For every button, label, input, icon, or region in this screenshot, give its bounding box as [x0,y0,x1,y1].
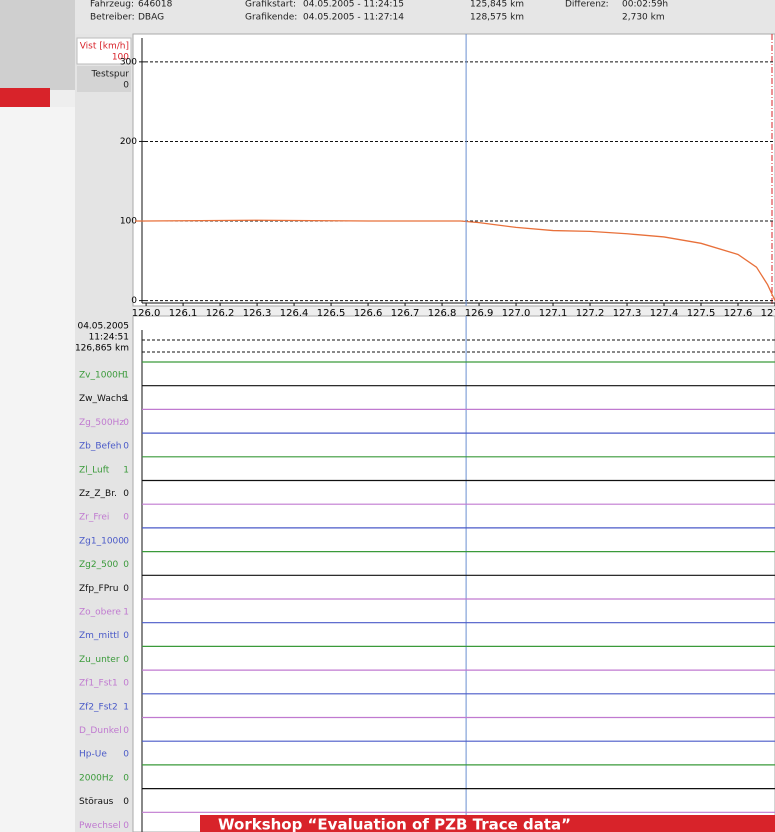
signal-name: Störaus [79,797,114,807]
header-text: 04.05.2005 - 11:27:14 [303,13,404,23]
signal-name: Zf1_Fst1 [79,679,118,689]
signal-value: 0 [123,536,129,546]
signal-name: 2000Hz [79,773,114,783]
signal-value: 0 [123,418,129,428]
header-text: 125,845 km [470,0,524,10]
signal-name: D_Dunkel [79,726,122,736]
signal-value: 0 [123,560,129,570]
cursor-date: 04.05.2005 [77,322,129,332]
signal-value: 1 [123,465,129,475]
x-tick-label: 126.6 [354,308,383,319]
header-bar [75,0,775,34]
signal-name: Hp-Ue [79,750,107,760]
cursor-km: 126,865 km [75,344,129,354]
x-tick-label: 126.7 [391,308,420,319]
header-text: Betreiber: [90,13,135,23]
caption: Workshop “Evaluation of PZB Trace data” [218,816,571,832]
signal-value: 0 [123,726,129,736]
speed-line [135,219,775,301]
x-tick-label: 126.1 [169,308,198,319]
margin [0,107,75,832]
x-tick-label: 126.0 [132,308,161,319]
signal-value: 0 [123,797,129,807]
x-tick-label: 127.7 [761,308,775,319]
x-tick-label: 126.3 [243,308,272,319]
track-box [77,66,131,92]
signal-panel [132,315,775,832]
signal-value: 0 [123,821,129,831]
header-text: Grafikstart: [245,0,296,10]
red-bar [0,88,50,107]
header-text: 00:02:59h [622,0,668,10]
x-tick-label: 127.3 [613,308,642,319]
signal-name: Zg1_1000 [79,536,124,546]
header-text: Grafikende: [245,13,297,23]
header-text: 646018 [138,0,173,10]
signal-name: Zz_Z_Br. [79,489,117,499]
signal-name: Zr_Frei [79,513,109,523]
signal-value: 0 [123,631,129,641]
y-tick-label: 100 [120,217,137,227]
x-tick-label: 126.8 [428,308,457,319]
signal-value: 0 [123,655,129,665]
signal-name: Zg_500Hz [79,418,124,428]
signal-name: Zv_1000H [79,371,125,381]
track-value: 0 [123,81,129,91]
corner [0,0,75,90]
signal-name: Zb_Befeh [79,442,122,452]
caption-box [200,815,775,832]
track-label: Testspur [90,70,129,80]
signal-name: Zm_mittl [79,631,119,641]
signal-value: 0 [123,513,129,523]
x-tick-label: 127.2 [576,308,605,319]
header-text: Fahrzeug: [90,0,134,10]
signal-value: 0 [123,750,129,760]
x-tick-label: 126.4 [280,308,309,319]
signal-name: Zo_obere [79,608,121,618]
x-tick-label: 127.4 [650,308,679,319]
cursor-time: 11:24:51 [89,333,129,343]
header-text: 04.05.2005 - 11:24:15 [303,0,404,10]
signal-name: Zu_unter [79,655,120,665]
header-text: Differenz: [565,0,609,10]
x-tick-label: 126.5 [317,308,346,319]
signal-value: 1 [123,371,129,381]
sidebar [75,34,133,832]
x-tick-label: 127.1 [539,308,568,319]
x-tick-label: 126.9 [465,308,494,319]
signal-name: Zfp_FPru [79,584,118,594]
signal-name: Zw_Wachs [79,394,127,404]
signal-name: Zl_Luft [79,465,110,475]
signal-value: 0 [123,584,129,594]
signal-value: 1 [123,608,129,618]
signal-name: Pwechsel [79,821,121,831]
y-tick-label: 0 [131,296,137,306]
signal-value: 1 [123,394,129,404]
signal-value: 0 [123,442,129,452]
y-tick-label: 200 [120,137,137,147]
speed-panel [132,33,775,307]
speed-label: Vist [km/h] [80,42,129,52]
x-tick-label: 127.0 [502,308,531,319]
signal-value: 1 [123,702,129,712]
speed-value: 100 [112,53,129,63]
signal-value: 0 [123,773,129,783]
signal-name: Zf2_Fst2 [79,702,118,712]
header-text: 128,575 km [470,13,524,23]
signal-name: Zg2_500 [79,560,119,570]
speed-box [76,37,132,65]
x-tick-label: 127.6 [724,308,753,319]
header-text: DBAG [138,13,164,23]
header-text: 2,730 km [622,13,665,23]
x-tick-label: 127.5 [687,308,716,319]
x-tick-label: 126.2 [206,308,235,319]
signal-value: 0 [123,679,129,689]
y-tick-label: 300 [120,57,137,67]
signal-value: 0 [123,489,129,499]
